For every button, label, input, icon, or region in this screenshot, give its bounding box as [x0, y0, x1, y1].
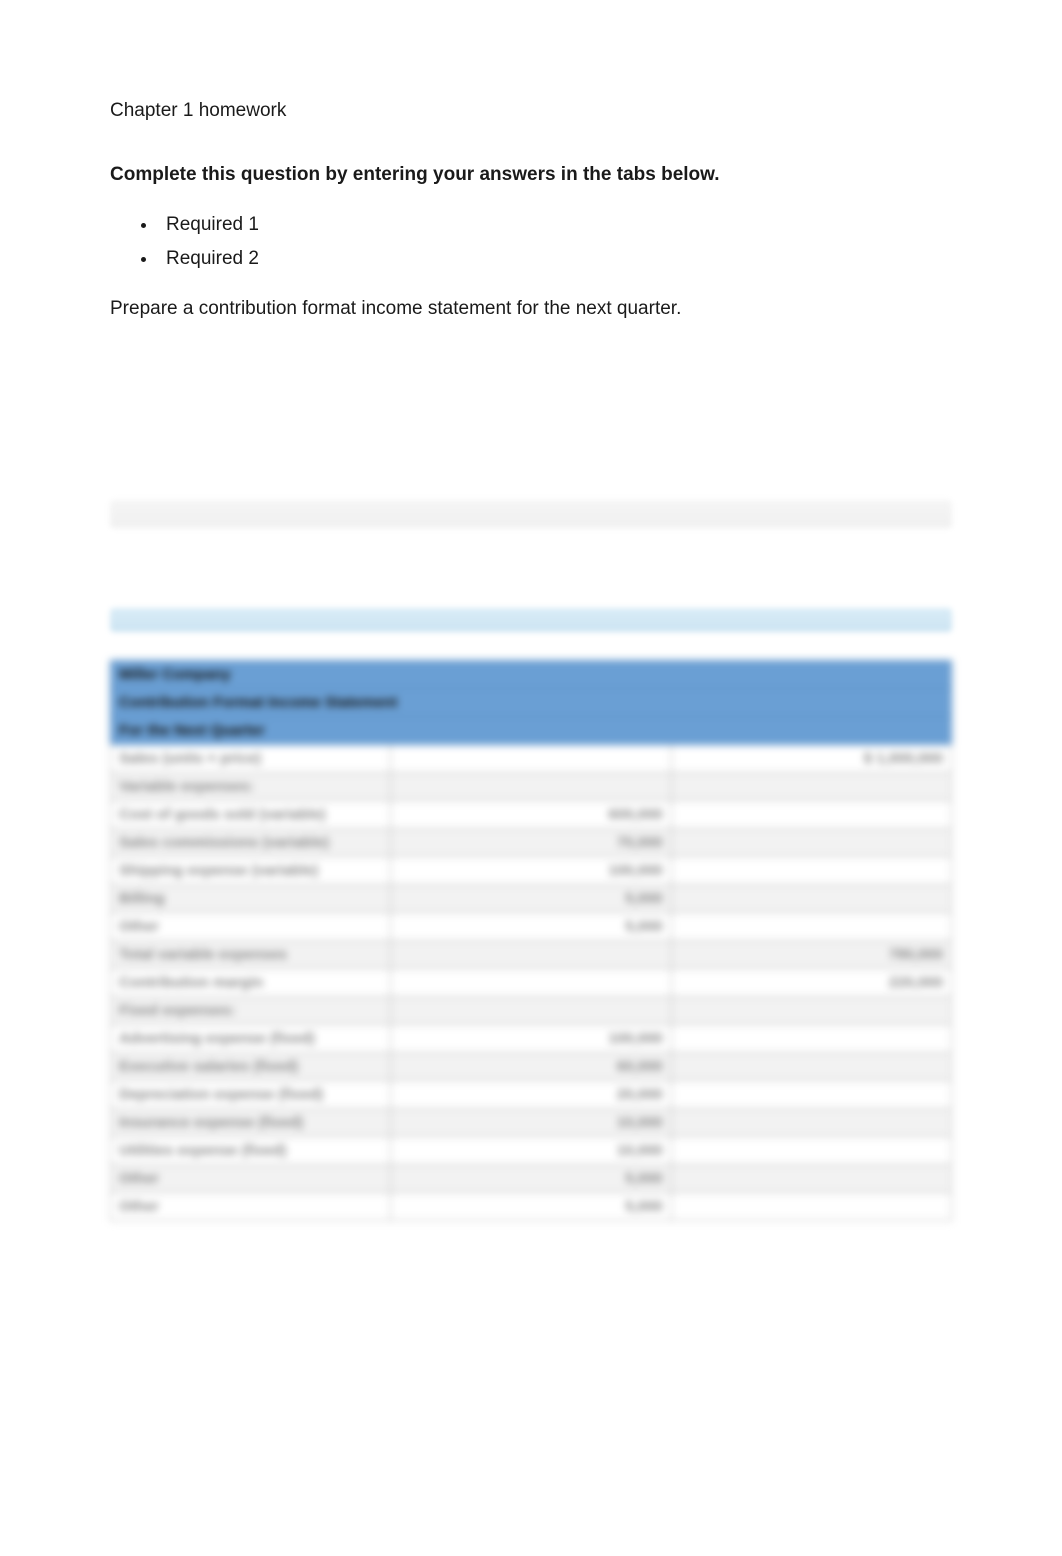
- table-row: Cost of goods sold (variable)600,000: [111, 801, 952, 829]
- row-amount-total: [671, 773, 951, 801]
- row-label: Insurance expense (fixed): [111, 1109, 391, 1137]
- row-label: Other: [111, 913, 391, 941]
- row-label: Sales commissions (variable): [111, 829, 391, 857]
- table-row: Insurance expense (fixed)10,000: [111, 1109, 952, 1137]
- table-row: Total variable expenses 780,000: [111, 941, 952, 969]
- page-title: Chapter 1 homework: [110, 100, 952, 122]
- row-amount-total: [671, 913, 951, 941]
- table-row: Other5,000: [111, 913, 952, 941]
- row-amount-total: [671, 1053, 951, 1081]
- row-amount-sub: 10,000: [391, 1109, 671, 1137]
- row-label: Utilities expense (fixed): [111, 1137, 391, 1165]
- row-amount-total: [671, 1025, 951, 1053]
- row-amount-sub: [391, 969, 671, 997]
- table-row: Depreciation expense (fixed)20,000: [111, 1081, 952, 1109]
- row-label: Billing: [111, 885, 391, 913]
- row-amount-sub: 20,000: [391, 1081, 671, 1109]
- row-label: Sales (units × price): [111, 745, 391, 773]
- row-amount-sub: 100,000: [391, 857, 671, 885]
- blurred-table-region: Miller Company Contribution Format Incom…: [110, 660, 952, 1221]
- table-header-period: For the Next Quarter: [111, 717, 952, 745]
- row-amount-total: [671, 857, 951, 885]
- income-statement-table: Miller Company Contribution Format Incom…: [110, 660, 952, 1221]
- table-row: Fixed expenses:: [111, 997, 952, 1025]
- table-header-company: Miller Company: [111, 661, 952, 689]
- row-amount-sub: 5,000: [391, 1165, 671, 1193]
- question-prompt: Prepare a contribution format income sta…: [110, 298, 952, 320]
- row-amount-total: [671, 1165, 951, 1193]
- row-amount-total: [671, 1081, 951, 1109]
- required-item-2[interactable]: Required 2: [158, 242, 952, 276]
- table-row: Utilities expense (fixed)10,000: [111, 1137, 952, 1165]
- required-item-1[interactable]: Required 1: [158, 208, 952, 242]
- row-label: Other: [111, 1165, 391, 1193]
- blurred-divider-1: [110, 500, 952, 528]
- required-list: Required 1 Required 2: [110, 208, 952, 276]
- table-row: Variable expenses:: [111, 773, 952, 801]
- table-row: Sales (units × price) $ 1,000,000: [111, 745, 952, 773]
- row-amount-sub: 5,000: [391, 913, 671, 941]
- table-row: Sales commissions (variable)70,000: [111, 829, 952, 857]
- row-label: Total variable expenses: [111, 941, 391, 969]
- row-amount-total: $ 1,000,000: [671, 745, 951, 773]
- row-amount-sub: [391, 745, 671, 773]
- row-amount-sub: 5,000: [391, 1193, 671, 1221]
- table-row: Advertising expense (fixed)100,000: [111, 1025, 952, 1053]
- row-amount-total: [671, 885, 951, 913]
- row-amount-sub: 60,000: [391, 1053, 671, 1081]
- row-label: Variable expenses:: [111, 773, 391, 801]
- row-label: Fixed expenses:: [111, 997, 391, 1025]
- row-amount-sub: [391, 941, 671, 969]
- row-amount-sub: 10,000: [391, 1137, 671, 1165]
- row-amount-sub: 100,000: [391, 1025, 671, 1053]
- blurred-divider-2: [110, 608, 952, 632]
- row-amount-sub: 5,000: [391, 885, 671, 913]
- table-row: Executive salaries (fixed)60,000: [111, 1053, 952, 1081]
- row-label: Executive salaries (fixed): [111, 1053, 391, 1081]
- row-label: Advertising expense (fixed): [111, 1025, 391, 1053]
- row-amount-total: [671, 829, 951, 857]
- row-label: Cost of goods sold (variable): [111, 801, 391, 829]
- table-row: Contribution margin 220,000: [111, 969, 952, 997]
- row-amount-sub: 70,000: [391, 829, 671, 857]
- row-label: Contribution margin: [111, 969, 391, 997]
- row-label: Other: [111, 1193, 391, 1221]
- row-amount-total: 220,000: [671, 969, 951, 997]
- table-row: Other5,000: [111, 1193, 952, 1221]
- row-label: Depreciation expense (fixed): [111, 1081, 391, 1109]
- instruction-text: Complete this question by entering your …: [110, 164, 952, 186]
- table-row: Billing5,000: [111, 885, 952, 913]
- row-amount-sub: [391, 773, 671, 801]
- row-label: Shipping expense (variable): [111, 857, 391, 885]
- table-row: Shipping expense (variable)100,000: [111, 857, 952, 885]
- table-row: Other5,000: [111, 1165, 952, 1193]
- row-amount-total: [671, 1109, 951, 1137]
- row-amount-total: [671, 1137, 951, 1165]
- table-header-title: Contribution Format Income Statement: [111, 689, 952, 717]
- row-amount-sub: 600,000: [391, 801, 671, 829]
- row-amount-sub: [391, 997, 671, 1025]
- row-amount-total: [671, 1193, 951, 1221]
- row-amount-total: 780,000: [671, 941, 951, 969]
- row-amount-total: [671, 997, 951, 1025]
- row-amount-total: [671, 801, 951, 829]
